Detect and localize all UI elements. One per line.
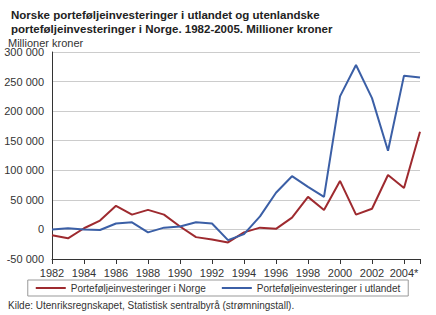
svg-text:100 000: 100 000 [4,164,44,176]
svg-text:-50 000: -50 000 [7,253,44,265]
svg-text:Norske porteføljeinvesteringer: Norske porteføljeinvesteringer i utlande… [11,9,323,21]
svg-text:Porteføljeinvesteringer i utla: Porteføljeinvesteringer i utlandet [257,283,401,294]
svg-text:1986: 1986 [104,267,128,279]
svg-text:porteføljeinvesteringer i Norg: porteføljeinvesteringer i Norge. 1982-20… [11,23,333,35]
svg-text:1994: 1994 [232,267,256,279]
svg-text:250 000: 250 000 [4,76,44,88]
svg-text:2002: 2002 [360,267,384,279]
svg-text:1982: 1982 [40,267,64,279]
svg-text:1996: 1996 [264,267,288,279]
svg-text:150 000: 150 000 [4,135,44,147]
svg-text:2000: 2000 [328,267,352,279]
svg-text:0: 0 [38,223,44,235]
svg-text:1998: 1998 [296,267,320,279]
svg-text:Kilde: Utenriksregnskapet, Sta: Kilde: Utenriksregnskapet, Statistisk se… [8,300,294,311]
svg-text:Millioner kroner: Millioner kroner [8,36,84,49]
svg-text:300 000: 300 000 [4,46,44,58]
svg-text:2004*: 2004* [390,267,419,279]
svg-text:1984: 1984 [72,267,96,279]
svg-text:200 000: 200 000 [4,105,44,117]
svg-text:1988: 1988 [136,267,160,279]
svg-text:1990: 1990 [168,267,192,279]
svg-text:1992: 1992 [200,267,224,279]
svg-text:50 000: 50 000 [10,194,44,206]
svg-text:Porteføljeinvesteringer i Norg: Porteføljeinvesteringer i Norge [71,283,206,294]
